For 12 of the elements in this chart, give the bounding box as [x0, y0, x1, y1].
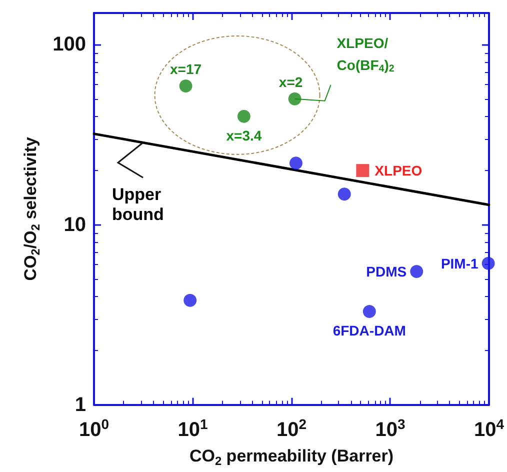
series-label: XLPEO: [374, 162, 422, 179]
annotation: PIM-1: [440, 255, 478, 272]
annotation: PDMS: [366, 264, 407, 280]
y-axis-title: CO2/O2 selectivity: [21, 136, 43, 281]
y-tick-label: 1: [74, 394, 86, 416]
annotation: x=3.4: [226, 127, 262, 144]
annotation: 6FDA-DAM: [332, 322, 406, 338]
annotation: x=17: [170, 60, 202, 77]
text: Upper bound: [112, 185, 164, 224]
y-tick-label: 10: [64, 214, 86, 236]
annotation: x=2: [278, 74, 303, 90]
y-tick-label: 100: [52, 34, 86, 56]
